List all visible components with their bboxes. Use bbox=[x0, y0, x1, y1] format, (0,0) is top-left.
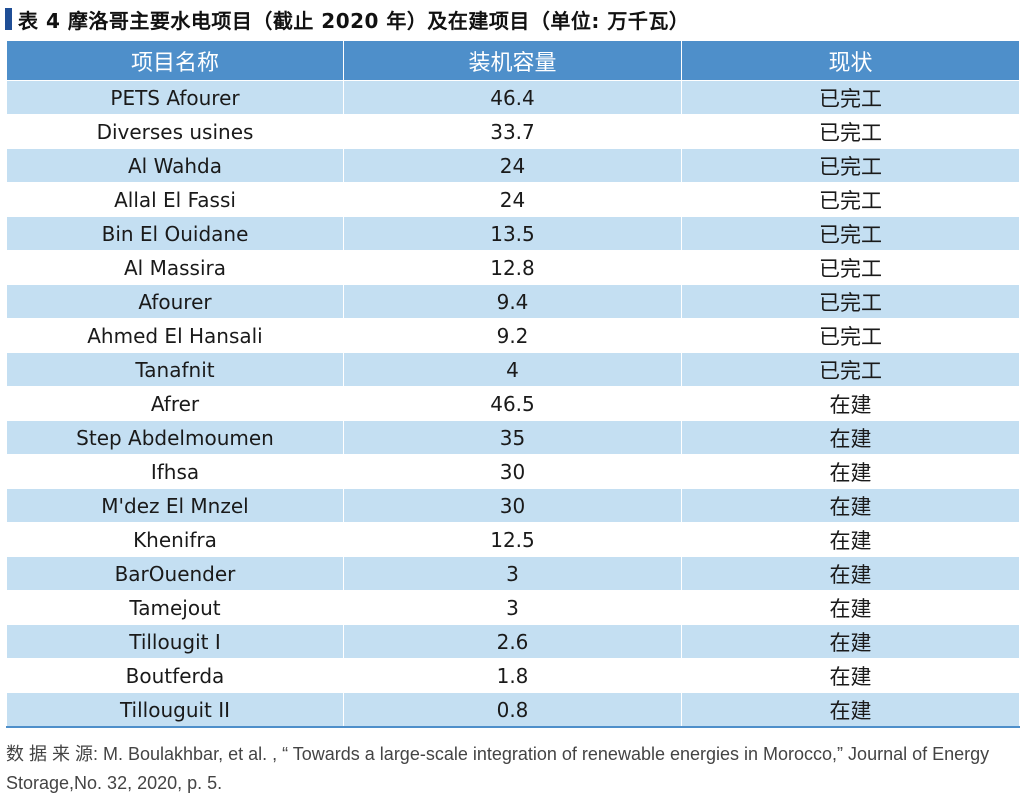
status-cell: 已完工 bbox=[681, 250, 1020, 285]
capacity-cell: 3 bbox=[343, 590, 682, 625]
project-name-cell: Al Massira bbox=[6, 250, 344, 285]
table-row: Ifhsa 30 在建 bbox=[6, 454, 1020, 489]
project-name-cell: Khenifra bbox=[6, 522, 344, 557]
table-row: Diverses usines 33.7 已完工 bbox=[6, 114, 1020, 149]
project-name-cell: PETS Afourer bbox=[6, 80, 344, 115]
capacity-cell: 9.2 bbox=[343, 318, 682, 353]
column-header-project-name: 项目名称 bbox=[6, 40, 344, 81]
capacity-cell: 4 bbox=[343, 352, 682, 387]
status-cell: 已完工 bbox=[681, 182, 1020, 217]
status-cell: 在建 bbox=[681, 692, 1020, 728]
table-row: PETS Afourer 46.4 已完工 bbox=[6, 80, 1020, 115]
status-cell: 已完工 bbox=[681, 352, 1020, 387]
capacity-cell: 9.4 bbox=[343, 284, 682, 319]
project-name-cell: Tanafnit bbox=[6, 352, 344, 387]
capacity-cell: 35 bbox=[343, 420, 682, 455]
project-name-cell: BarOuender bbox=[6, 556, 344, 591]
source-note: 数 据 来 源: M. Boulakhbar, et al. , “ Towar… bbox=[6, 744, 990, 793]
capacity-cell: 30 bbox=[343, 488, 682, 523]
status-cell: 已完工 bbox=[681, 284, 1020, 319]
capacity-cell: 12.5 bbox=[343, 522, 682, 557]
table-row: Tamejout 3 在建 bbox=[6, 590, 1020, 625]
capacity-cell: 24 bbox=[343, 148, 682, 183]
project-name-cell: Afourer bbox=[6, 284, 344, 319]
status-cell: 在建 bbox=[681, 590, 1020, 625]
status-cell: 已完工 bbox=[681, 114, 1020, 149]
project-name-cell: Allal El Fassi bbox=[6, 182, 344, 217]
project-name-cell: Step Abdelmoumen bbox=[6, 420, 344, 455]
capacity-cell: 30 bbox=[343, 454, 682, 489]
project-name-cell: Ifhsa bbox=[6, 454, 344, 489]
capacity-cell: 13.5 bbox=[343, 216, 682, 251]
status-cell: 在建 bbox=[681, 556, 1020, 591]
table-header-row: 项目名称 装机容量 现状 bbox=[6, 40, 1020, 81]
status-cell: 在建 bbox=[681, 420, 1020, 455]
table-row: Ahmed El Hansali 9.2 已完工 bbox=[6, 318, 1020, 353]
capacity-cell: 46.5 bbox=[343, 386, 682, 421]
table-row: BarOuender 3 在建 bbox=[6, 556, 1020, 591]
project-name-cell: M'dez El Mnzel bbox=[6, 488, 344, 523]
project-name-cell: Al Wahda bbox=[6, 148, 344, 183]
status-cell: 在建 bbox=[681, 658, 1020, 693]
column-header-status: 现状 bbox=[681, 40, 1020, 81]
status-cell: 在建 bbox=[681, 386, 1020, 421]
table-row: Khenifra 12.5 在建 bbox=[6, 522, 1020, 557]
project-name-cell: Afrer bbox=[6, 386, 344, 421]
table-row: Boutferda 1.8 在建 bbox=[6, 658, 1020, 693]
table-row: Tanafnit 4 已完工 bbox=[6, 352, 1020, 387]
capacity-cell: 0.8 bbox=[343, 692, 682, 728]
status-cell: 已完工 bbox=[681, 318, 1020, 353]
project-name-cell: Diverses usines bbox=[6, 114, 344, 149]
status-cell: 已完工 bbox=[681, 216, 1020, 251]
table-row: Allal El Fassi 24 已完工 bbox=[6, 182, 1020, 217]
status-cell: 已完工 bbox=[681, 148, 1020, 183]
table-caption: 表 4 摩洛哥主要水电项目（截止 2020 年）及在建项目（单位: 万千瓦） bbox=[5, 4, 689, 34]
status-cell: 在建 bbox=[681, 522, 1020, 557]
status-cell: 在建 bbox=[681, 624, 1020, 659]
table-row: Step Abdelmoumen 35 在建 bbox=[6, 420, 1020, 455]
table-row: Bin El Ouidane 13.5 已完工 bbox=[6, 216, 1020, 251]
capacity-cell: 3 bbox=[343, 556, 682, 591]
capacity-cell: 1.8 bbox=[343, 658, 682, 693]
table-row: Al Massira 12.8 已完工 bbox=[6, 250, 1020, 285]
capacity-cell: 12.8 bbox=[343, 250, 682, 285]
capacity-cell: 24 bbox=[343, 182, 682, 217]
table-row: Al Wahda 24 已完工 bbox=[6, 148, 1020, 183]
column-header-capacity: 装机容量 bbox=[343, 40, 682, 81]
status-cell: 已完工 bbox=[681, 80, 1020, 115]
capacity-cell: 33.7 bbox=[343, 114, 682, 149]
table-title: 表 4 摩洛哥主要水电项目（截止 2020 年）及在建项目（单位: 万千瓦） bbox=[18, 8, 690, 33]
caption-marker bbox=[5, 8, 12, 30]
hydropower-projects-table: 项目名称 装机容量 现状 PETS Afourer 46.4 已完工 Diverses… bbox=[6, 40, 1020, 728]
project-name-cell: Boutferda bbox=[6, 658, 344, 693]
table-row: M'dez El Mnzel 30 在建 bbox=[6, 488, 1020, 523]
capacity-cell: 46.4 bbox=[343, 80, 682, 115]
capacity-cell: 2.6 bbox=[343, 624, 682, 659]
status-cell: 在建 bbox=[681, 454, 1020, 489]
table-row: Tillougit I 2.6 在建 bbox=[6, 624, 1020, 659]
project-name-cell: Tamejout bbox=[6, 590, 344, 625]
project-name-cell: Ahmed El Hansali bbox=[6, 318, 344, 353]
status-cell: 在建 bbox=[681, 488, 1020, 523]
table-body: PETS Afourer 46.4 已完工 Diverses usines 33.7 已完… bbox=[6, 80, 1020, 728]
project-name-cell: Tillouguit II bbox=[6, 692, 344, 728]
project-name-cell: Bin El Ouidane bbox=[6, 216, 344, 251]
table-row: Tillouguit II 0.8 在建 bbox=[6, 692, 1020, 728]
table-row: Afourer 9.4 已完工 bbox=[6, 284, 1020, 319]
project-name-cell: Tillougit I bbox=[6, 624, 344, 659]
table-row: Afrer 46.5 在建 bbox=[6, 386, 1020, 421]
